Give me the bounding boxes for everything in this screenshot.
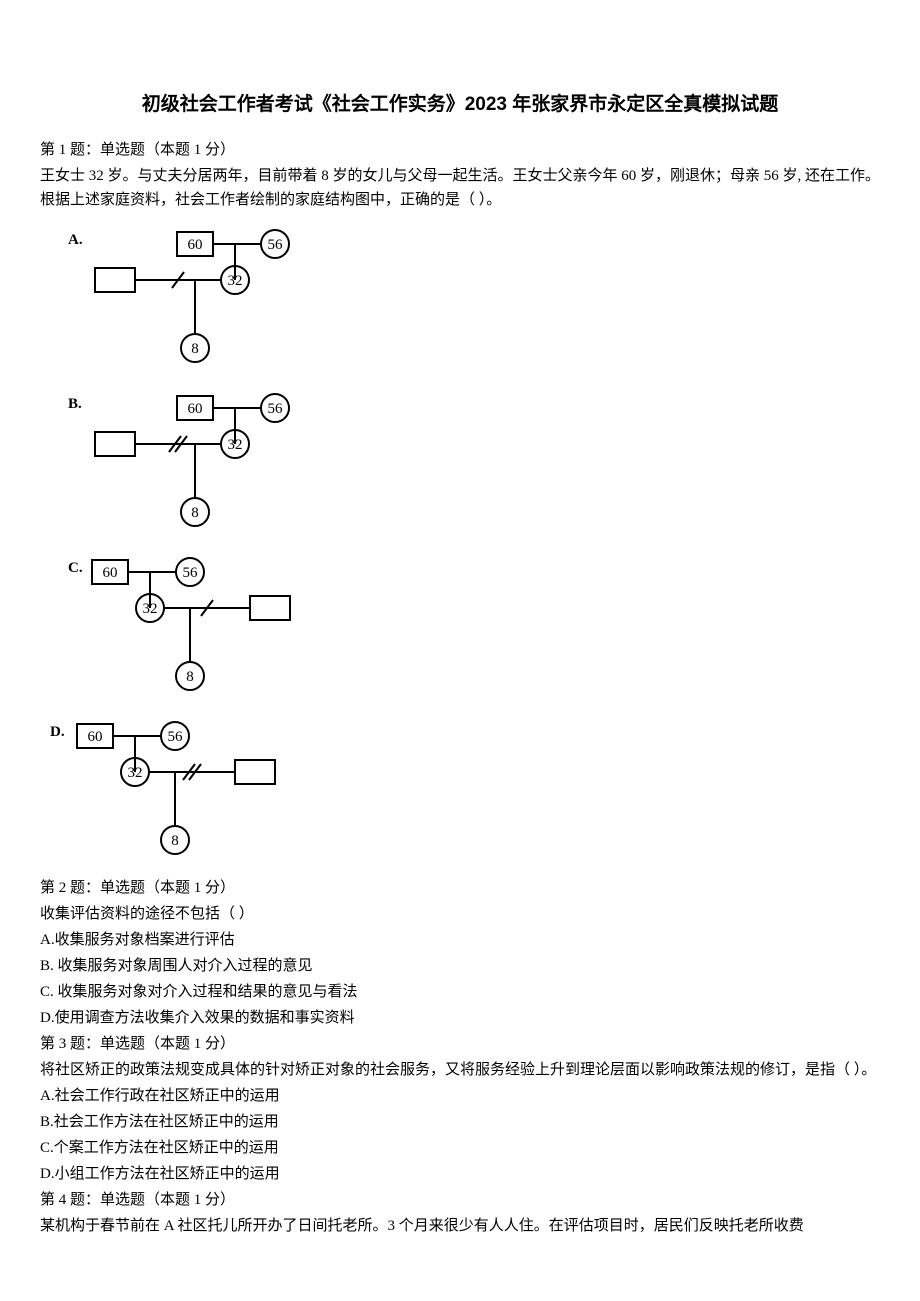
q3-head: 第 3 题：单选题（本题 1 分）	[40, 1032, 880, 1056]
svg-text:60: 60	[103, 565, 118, 581]
q3-optD: D.小组工作方法在社区矫正中的运用	[40, 1162, 880, 1186]
q1-body: 王女士 32 岁。与丈夫分居两年，目前带着 8 岁的女儿与父母一起生活。王女士父…	[40, 164, 880, 212]
svg-text:8: 8	[171, 833, 179, 849]
q3-optB: B.社会工作方法在社区矫正中的运用	[40, 1110, 880, 1134]
page-title: 初级社会工作者考试《社会工作实务》2023 年张家界市永定区全真模拟试题	[40, 90, 880, 120]
svg-text:D.: D.	[50, 724, 65, 740]
option-a-diagram: A. 60 56 32 8	[40, 220, 880, 370]
svg-text:32: 32	[128, 765, 143, 781]
q2-optD: D.使用调查方法收集介入效果的数据和事实资料	[40, 1006, 880, 1030]
q2-optC: C. 收集服务对象对介入过程和结果的意见与看法	[40, 980, 880, 1004]
q4-body: 某机构于春节前在 A 社区托儿所开办了日间托老所。3 个月来很少有人人住。在评估…	[40, 1214, 880, 1238]
svg-text:60: 60	[88, 729, 103, 745]
q2-body: 收集评估资料的途径不包括（ ）	[40, 902, 880, 926]
svg-text:32: 32	[143, 601, 158, 617]
svg-text:60: 60	[188, 401, 203, 417]
svg-text:32: 32	[228, 437, 243, 453]
q2-head: 第 2 题：单选题（本题 1 分）	[40, 876, 880, 900]
svg-text:56: 56	[268, 237, 284, 253]
q3-optA: A.社会工作行政在社区矫正中的运用	[40, 1084, 880, 1108]
svg-text:60: 60	[188, 237, 203, 253]
svg-text:8: 8	[186, 669, 194, 685]
svg-text:8: 8	[191, 341, 199, 357]
svg-text:32: 32	[228, 273, 243, 289]
option-d-diagram: D. 60 56 32 8	[40, 712, 880, 862]
q3-optC: C.个案工作方法在社区矫正中的运用	[40, 1136, 880, 1160]
q3-body: 将社区矫正的政策法规变成具体的针对矫正对象的社会服务，又将服务经验上升到理论层面…	[40, 1058, 880, 1082]
q2-optB: B. 收集服务对象周围人对介入过程的意见	[40, 954, 880, 978]
svg-text:A.: A.	[68, 232, 83, 248]
q2-optA: A.收集服务对象档案进行评估	[40, 928, 880, 952]
svg-text:B.: B.	[68, 396, 82, 412]
option-c-diagram: C. 60 56 32 8	[40, 548, 880, 698]
q4-head: 第 4 题：单选题（本题 1 分）	[40, 1188, 880, 1212]
svg-text:56: 56	[183, 565, 199, 581]
option-b-diagram: B. 60 56 32 8	[40, 384, 880, 534]
q1-head: 第 1 题：单选题（本题 1 分）	[40, 138, 880, 162]
svg-text:8: 8	[191, 505, 199, 521]
svg-text:C.: C.	[68, 560, 83, 576]
svg-text:56: 56	[168, 729, 184, 745]
svg-text:56: 56	[268, 401, 284, 417]
